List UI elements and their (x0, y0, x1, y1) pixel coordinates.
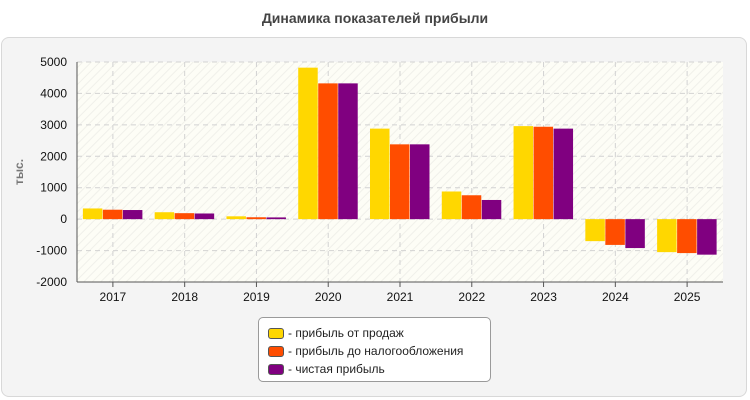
x-tick-label: 2021 (387, 290, 414, 304)
legend: - прибыль от продаж - прибыль до налогоо… (258, 317, 491, 382)
bar-sales-profit (226, 216, 246, 220)
legend-swatch-pretax-profit (268, 345, 284, 357)
bar-net-profit (625, 219, 645, 249)
bar-pretax-profit (677, 219, 697, 254)
y-tick-label: 2000 (40, 149, 67, 163)
bar-net-profit (122, 210, 143, 220)
x-tick-label: 2017 (100, 290, 127, 304)
bar-sales-profit (441, 191, 462, 220)
bar-net-profit (194, 213, 215, 220)
bar-net-profit (481, 199, 502, 220)
bar-pretax-profit (246, 217, 266, 220)
y-tick-label: 3000 (40, 118, 67, 132)
x-tick-label: 2022 (458, 290, 485, 304)
bar-pretax-profit (174, 213, 195, 220)
x-tick-label: 2023 (530, 290, 557, 304)
bar-sales-profit (154, 212, 175, 220)
y-tick-label: -1000 (36, 244, 67, 258)
bar-sales-profit (298, 67, 318, 220)
legend-item-net-profit: - чистая прибыль (268, 360, 490, 378)
bar-pretax-profit (461, 195, 482, 220)
y-tick-label: 1000 (40, 181, 67, 195)
bar-sales-profit (585, 219, 605, 242)
bar-sales-profit (370, 128, 390, 220)
bar-net-profit (410, 144, 430, 220)
x-tick-label: 2025 (674, 290, 701, 304)
legend-label-pretax-profit: - прибыль до налогообложения (288, 344, 464, 358)
bar-net-profit (338, 83, 358, 220)
y-tick-label: 4000 (40, 86, 67, 100)
bar-net-profit (697, 219, 717, 255)
legend-swatch-sales-profit (268, 327, 284, 339)
bar-pretax-profit (605, 219, 625, 245)
y-tick-label: 0 (60, 212, 67, 226)
x-tick-label: 2024 (602, 290, 629, 304)
bar-sales-profit (657, 219, 677, 253)
bar-pretax-profit (318, 83, 338, 220)
bar-pretax-profit (390, 144, 410, 220)
legend-swatch-net-profit (268, 363, 284, 375)
bar-sales-profit (513, 126, 534, 220)
bar-sales-profit (82, 208, 103, 220)
chart-title: Динамика показателей прибыли (261, 10, 489, 26)
bar-net-profit (266, 217, 286, 220)
bar-pretax-profit (102, 209, 123, 220)
y-tick-label: 5000 (40, 55, 67, 69)
y-tick-label: -2000 (36, 275, 67, 289)
bar-pretax-profit (533, 126, 554, 220)
y-axis-label: тыс. (12, 159, 26, 185)
legend-item-pretax-profit: - прибыль до налогообложения (268, 342, 490, 360)
x-tick-label: 2020 (315, 290, 342, 304)
x-tick-label: 2018 (171, 290, 198, 304)
bar-net-profit (553, 128, 574, 220)
legend-label-sales-profit: - прибыль от продаж (288, 326, 404, 340)
legend-label-net-profit: - чистая прибыль (288, 362, 385, 376)
legend-item-sales-profit: - прибыль от продаж (268, 324, 490, 342)
x-tick-label: 2019 (243, 290, 270, 304)
